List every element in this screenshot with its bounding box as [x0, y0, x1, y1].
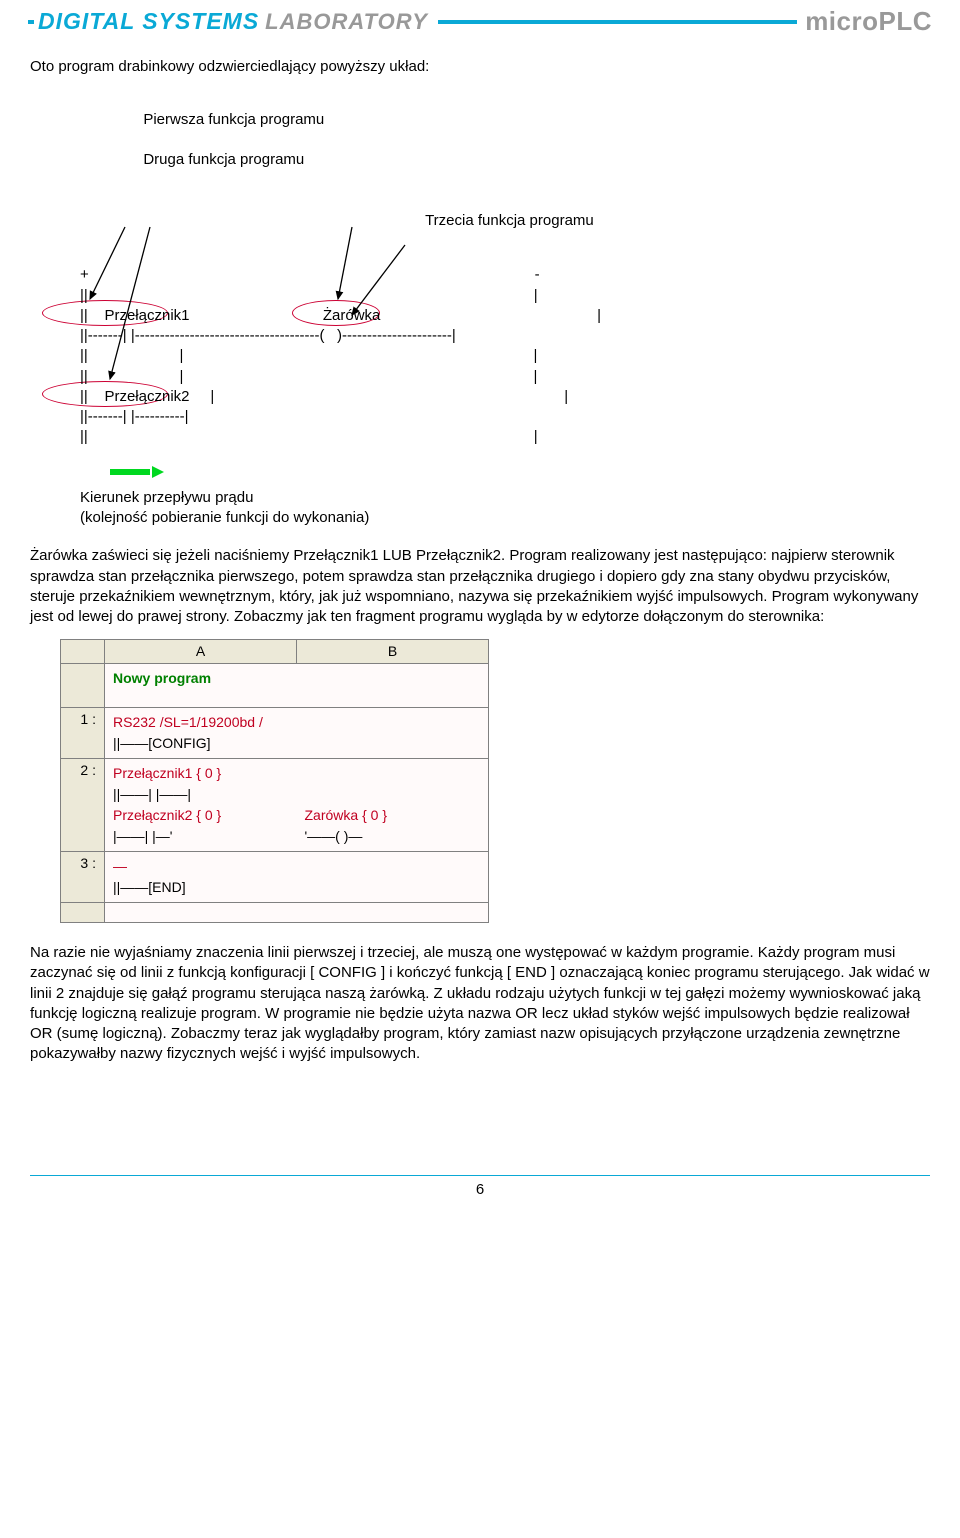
editor-r2a-line1: Przełącznik1 { 0 }	[113, 763, 289, 784]
editor-row-2-num: 2 :	[61, 759, 105, 852]
editor-col-a: A	[105, 640, 297, 664]
editor-r2b-line4: '——( )—	[305, 826, 481, 847]
ladder-l2: || |	[80, 286, 930, 306]
func-label-3: Trzecia funkcja programu	[425, 212, 594, 229]
paragraph-3: Na razie nie wyjaśniamy znaczenia linii …	[30, 943, 930, 1065]
ladder-l3: || Przełącznik1 Żarówka |	[80, 306, 930, 326]
flow-label-1: Kierunek przepływu prądu	[80, 488, 930, 508]
header-title-1: DIGITAL SYSTEMS	[34, 6, 263, 37]
ladder-l4: ||-------| |----------------------------…	[80, 326, 930, 346]
ladder-l6: || | |	[80, 367, 930, 387]
func-label-1: Pierwsza funkcja programu	[143, 110, 324, 130]
flow-arrow-head	[152, 466, 164, 478]
editor-r2b-line3: Zarówka { 0 }	[305, 805, 481, 826]
page-footer: 6	[30, 1175, 930, 1200]
func-label-2: Druga funkcja programu	[143, 150, 304, 170]
intro-text: Oto program drabinkowy odzwierciedlający…	[30, 57, 930, 77]
editor-r2a-line3: Przełącznik2 { 0 }	[113, 805, 289, 826]
page-header: DIGITAL SYSTEMS LABORATORY microPLC	[0, 0, 960, 39]
header-title-2: LABORATORY	[263, 7, 430, 37]
editor-r2a-line2: ||——| |——|	[113, 784, 289, 805]
ladder-l5: || | |	[80, 346, 930, 366]
editor-r1-line1: RS232 /SL=1/19200bd /	[113, 712, 480, 733]
ladder-l1: + -	[80, 265, 930, 285]
page-number: 6	[476, 1181, 484, 1198]
editor-row-3-num: 3 :	[61, 852, 105, 903]
editor-col-b: B	[297, 640, 489, 664]
paragraph-2: Żarówka zaświeci się jeżeli naciśniemy P…	[30, 546, 930, 627]
flow-arrow-bar	[110, 469, 150, 475]
ladder-l7: || Przełącznik2 | |	[80, 387, 930, 407]
editor-screenshot: A B Nowy program 1 : RS232 /SL=1/19200bd…	[60, 639, 930, 923]
editor-r2a-line4: |——| |—'	[113, 826, 289, 847]
header-right: microPLC	[805, 4, 932, 39]
flow-label-2: (kolejność pobieranie funkcji do wykonan…	[80, 508, 930, 528]
editor-row-1-num: 1 :	[61, 708, 105, 759]
ladder-l8: ||-------| |----------|	[80, 407, 930, 427]
editor-r1-line2: ||——[CONFIG]	[113, 733, 480, 754]
ladder-l9: || |	[80, 427, 930, 447]
editor-program-title: Nowy program	[113, 670, 211, 686]
editor-r3-line1: —	[113, 856, 480, 877]
header-bar-mid	[438, 20, 797, 24]
editor-r3-line2: ||——[END]	[113, 877, 480, 898]
